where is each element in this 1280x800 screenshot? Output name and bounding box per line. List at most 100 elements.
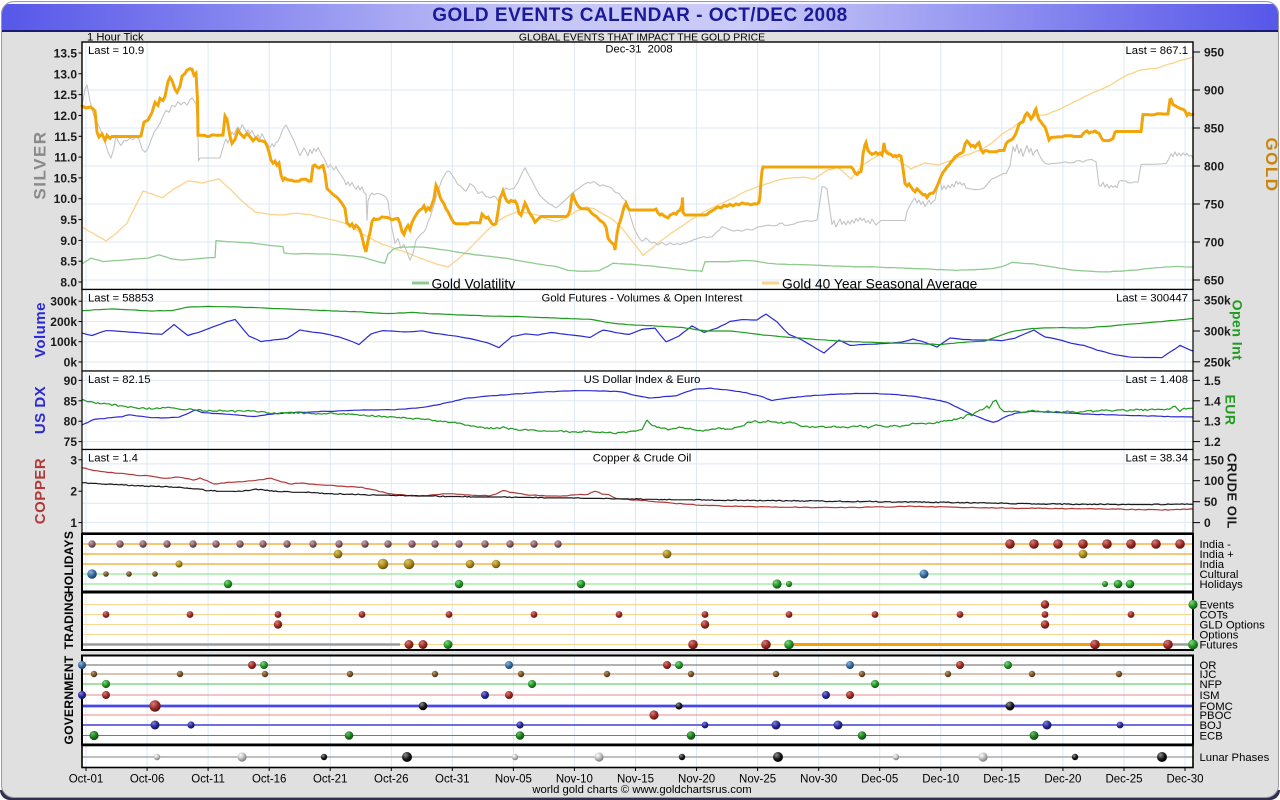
svg-text:Oct-11: Oct-11 bbox=[191, 774, 225, 786]
svg-text:9.0: 9.0 bbox=[60, 234, 77, 248]
svg-text:ECB: ECB bbox=[1200, 731, 1223, 743]
svg-text:Dec-25: Dec-25 bbox=[1105, 774, 1142, 786]
svg-text:Copper & Crude Oil: Copper & Crude Oil bbox=[593, 453, 692, 465]
svg-text:Last = 58853: Last = 58853 bbox=[88, 293, 154, 305]
svg-text:Gold Futures - Volumes & Open: Gold Futures - Volumes & Open Interest bbox=[542, 293, 744, 305]
svg-text:GOVERNMENT: GOVERNMENT bbox=[62, 655, 76, 744]
svg-text:100: 100 bbox=[1204, 474, 1224, 488]
svg-text:Dec-30: Dec-30 bbox=[1166, 774, 1203, 786]
svg-text:Lunar Phases: Lunar Phases bbox=[1200, 752, 1270, 764]
svg-text:10.0: 10.0 bbox=[54, 192, 78, 206]
svg-text:800: 800 bbox=[1204, 160, 1224, 174]
svg-text:1.2: 1.2 bbox=[1204, 435, 1221, 449]
svg-text:50: 50 bbox=[1204, 495, 1218, 509]
svg-text:1.4: 1.4 bbox=[1204, 394, 1221, 408]
svg-text:Nov-25: Nov-25 bbox=[739, 774, 776, 786]
svg-text:India +: India + bbox=[1200, 549, 1235, 561]
svg-text:Cultural: Cultural bbox=[1200, 569, 1239, 581]
svg-text:350k: 350k bbox=[1204, 294, 1231, 308]
svg-text:850: 850 bbox=[1204, 122, 1224, 136]
svg-text:Last = 1.408: Last = 1.408 bbox=[1126, 374, 1189, 386]
svg-text:750: 750 bbox=[1204, 198, 1224, 212]
svg-text:Volume: Volume bbox=[32, 302, 49, 358]
svg-text:1: 1 bbox=[70, 516, 77, 530]
svg-text:1.5: 1.5 bbox=[1204, 374, 1221, 388]
svg-text:13.0: 13.0 bbox=[54, 67, 78, 81]
svg-text:80: 80 bbox=[64, 415, 78, 429]
svg-text:200k: 200k bbox=[50, 315, 77, 329]
svg-text:Dec-05: Dec-05 bbox=[861, 774, 898, 786]
svg-text:0: 0 bbox=[1204, 516, 1211, 530]
svg-text:OR: OR bbox=[1200, 660, 1217, 672]
svg-text:10.5: 10.5 bbox=[54, 171, 78, 185]
svg-text:8.5: 8.5 bbox=[60, 255, 77, 269]
svg-text:Dec-31 2008: Dec-31 2008 bbox=[605, 44, 672, 56]
svg-text:EUR: EUR bbox=[1223, 394, 1239, 425]
svg-text:Oct-16: Oct-16 bbox=[252, 774, 287, 786]
svg-text:Nov-10: Nov-10 bbox=[556, 774, 593, 786]
svg-text:Dec-10: Dec-10 bbox=[922, 774, 959, 786]
svg-text:Last = 38.34: Last = 38.34 bbox=[1126, 453, 1189, 465]
svg-text:world gold charts © www.goldch: world gold charts © www.goldchartsrus.co… bbox=[531, 784, 751, 796]
svg-text:8.0: 8.0 bbox=[60, 276, 77, 290]
svg-text:GLOBAL EVENTS THAT IMPACT THE: GLOBAL EVENTS THAT IMPACT THE GOLD PRICE bbox=[519, 33, 765, 44]
svg-text:COTs: COTs bbox=[1200, 610, 1229, 622]
svg-text:SILVER: SILVER bbox=[31, 130, 50, 199]
svg-text:Gold Volatility: Gold Volatility bbox=[432, 277, 516, 292]
svg-text:13.5: 13.5 bbox=[54, 47, 78, 61]
svg-text:Nov-20: Nov-20 bbox=[678, 774, 715, 786]
svg-text:PBOC: PBOC bbox=[1200, 710, 1232, 722]
svg-text:9.5: 9.5 bbox=[60, 213, 77, 227]
svg-text:Nov-30: Nov-30 bbox=[800, 774, 837, 786]
svg-text:3: 3 bbox=[70, 453, 77, 467]
svg-text:IJC: IJC bbox=[1200, 669, 1217, 681]
svg-text:950: 950 bbox=[1204, 46, 1224, 60]
svg-text:Open Int: Open Int bbox=[1230, 300, 1246, 361]
svg-text:Dec-20: Dec-20 bbox=[1044, 774, 1081, 786]
svg-text:75: 75 bbox=[64, 435, 78, 449]
svg-text:Holidays: Holidays bbox=[1200, 579, 1244, 591]
svg-text:150: 150 bbox=[1204, 453, 1224, 467]
svg-text:TRADING: TRADING bbox=[62, 593, 76, 650]
svg-text:FOMC: FOMC bbox=[1200, 701, 1233, 713]
svg-text:Events: Events bbox=[1200, 600, 1235, 612]
svg-text:Last = 10.9: Last = 10.9 bbox=[88, 45, 144, 57]
svg-text:US Dollar Index & Euro: US Dollar Index & Euro bbox=[584, 374, 701, 386]
svg-text:12.0: 12.0 bbox=[54, 109, 78, 123]
svg-text:India: India bbox=[1200, 559, 1225, 571]
svg-text:CRUDE OIL: CRUDE OIL bbox=[1225, 453, 1240, 529]
svg-text:Last = 82.15: Last = 82.15 bbox=[88, 374, 151, 386]
svg-text:Last = 867.1: Last = 867.1 bbox=[1126, 45, 1189, 57]
svg-text:Nov-15: Nov-15 bbox=[617, 774, 654, 786]
svg-text:Nov-05: Nov-05 bbox=[495, 774, 532, 786]
svg-text:900: 900 bbox=[1204, 84, 1224, 98]
svg-text:0k: 0k bbox=[64, 356, 78, 370]
svg-text:2: 2 bbox=[70, 485, 77, 499]
svg-text:ISM: ISM bbox=[1200, 690, 1220, 702]
svg-text:BOJ: BOJ bbox=[1200, 720, 1222, 732]
svg-text:Futures: Futures bbox=[1200, 640, 1239, 652]
svg-text:12.5: 12.5 bbox=[54, 88, 78, 102]
svg-text:Oct-26: Oct-26 bbox=[374, 774, 409, 786]
svg-text:250k: 250k bbox=[1204, 355, 1231, 369]
svg-text:India -: India - bbox=[1200, 539, 1232, 551]
svg-text:COPPER: COPPER bbox=[32, 458, 49, 524]
svg-text:Options: Options bbox=[1200, 630, 1239, 642]
svg-text:300k: 300k bbox=[50, 295, 77, 309]
svg-text:Last = 1.4: Last = 1.4 bbox=[88, 453, 138, 465]
svg-text:Dec-15: Dec-15 bbox=[983, 774, 1020, 786]
svg-text:HOLIDAYS: HOLIDAYS bbox=[62, 531, 76, 594]
svg-text:11.0: 11.0 bbox=[54, 151, 77, 165]
svg-text:US DX: US DX bbox=[32, 386, 49, 434]
svg-text:85: 85 bbox=[64, 394, 78, 408]
svg-text:Last = 300447: Last = 300447 bbox=[1116, 293, 1188, 305]
svg-text:NFP: NFP bbox=[1200, 679, 1223, 691]
svg-text:1.3: 1.3 bbox=[1204, 415, 1221, 429]
svg-text:Gold 40 Year Seasonal Average: Gold 40 Year Seasonal Average bbox=[782, 277, 978, 292]
svg-text:GOLD: GOLD bbox=[1262, 137, 1279, 192]
svg-text:Oct-31: Oct-31 bbox=[435, 774, 470, 786]
svg-text:100k: 100k bbox=[50, 335, 77, 349]
svg-text:1 Hour Tick: 1 Hour Tick bbox=[87, 32, 144, 44]
svg-text:650: 650 bbox=[1204, 274, 1224, 288]
svg-text:700: 700 bbox=[1204, 236, 1224, 250]
